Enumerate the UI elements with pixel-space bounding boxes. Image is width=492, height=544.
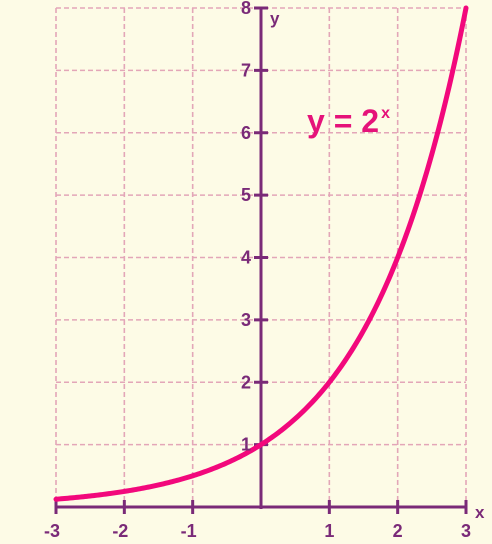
y-tick-label: 2 (241, 372, 251, 392)
y-tick-label: 8 (241, 0, 251, 18)
y-tick-label: 6 (241, 123, 251, 143)
y-tick-label: 3 (241, 310, 251, 330)
y-tick-label: 1 (241, 435, 251, 455)
x-tick-label: -2 (112, 521, 128, 541)
series-line-y-equals-2-to-x (53, 5, 469, 502)
equation-exponent: x (381, 105, 390, 122)
y-tick-label: 7 (241, 60, 251, 80)
equation-base: y = 2 (307, 103, 379, 139)
x-tick-label: 1 (324, 521, 334, 541)
x-tick-label: -3 (44, 521, 60, 541)
x-axis-title: x (475, 503, 485, 522)
x-tick-label: 2 (393, 521, 403, 541)
y-tick-label: 5 (241, 185, 251, 205)
x-tick-label: -1 (181, 521, 197, 541)
x-tick-label: 3 (461, 521, 471, 541)
y-axis-title: y (270, 9, 280, 28)
axes (54, 6, 468, 514)
y-tick-label: 4 (241, 248, 251, 268)
curve-layer (53, 5, 469, 502)
